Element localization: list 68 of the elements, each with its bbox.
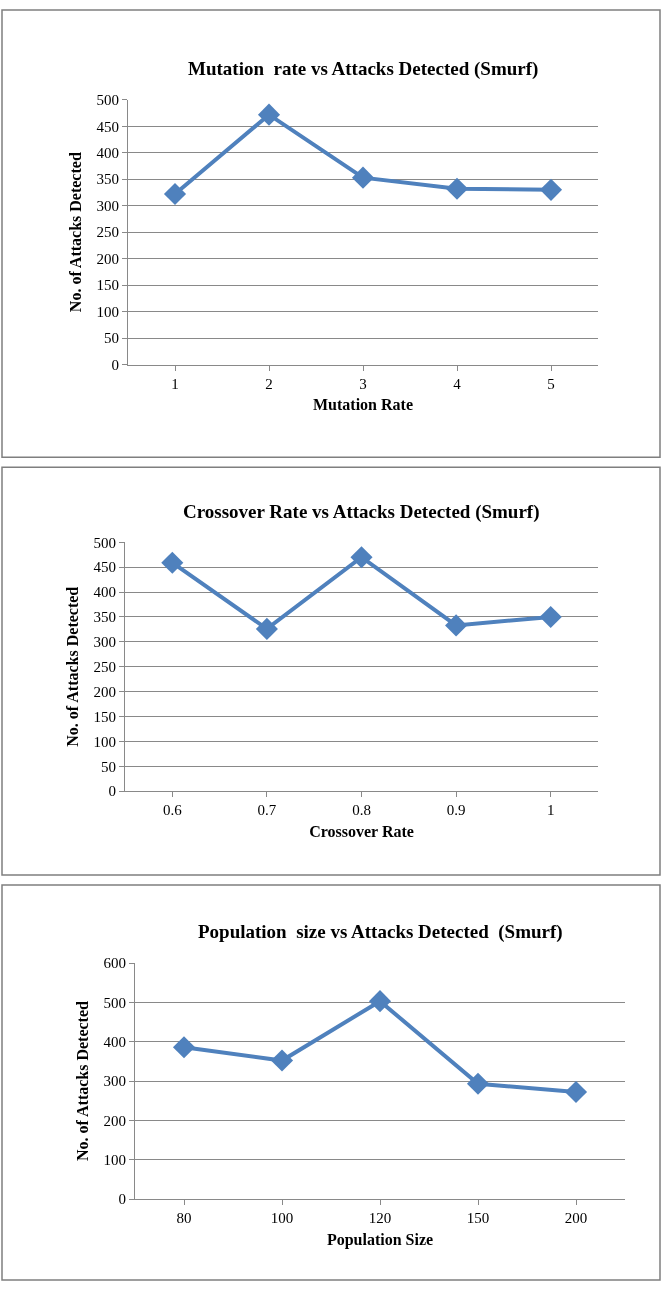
y-tick-label: 600 xyxy=(103,955,126,972)
x-tick-label: 5 xyxy=(547,375,555,392)
y-tick-label: 0 xyxy=(108,783,116,800)
y-tick-label: 500 xyxy=(93,534,116,551)
x-tick-label: 120 xyxy=(368,1210,392,1227)
x-tick-label: 80 xyxy=(176,1210,192,1227)
y-axis-title: No. of Attacks Detected xyxy=(64,586,82,747)
x-tick-label: 200 xyxy=(564,1210,588,1227)
y-tick-label: 400 xyxy=(96,145,119,162)
y-tick-label: 50 xyxy=(101,758,116,775)
y-tick-label: 100 xyxy=(103,1151,126,1168)
y-tick-label: 150 xyxy=(96,277,119,294)
x-tick-label: 3 xyxy=(359,375,367,392)
x-axis-title: Crossover Rate xyxy=(309,822,414,840)
y-axis-title: No. of Attacks Detected xyxy=(74,1000,92,1161)
x-tick-label: 1 xyxy=(171,375,179,392)
point xyxy=(351,166,375,189)
point xyxy=(270,1049,294,1072)
y-tick-label: 150 xyxy=(93,708,116,725)
y-tick-label: 200 xyxy=(93,683,116,700)
y-tick-label: 100 xyxy=(93,733,116,750)
x-tick-label: 2 xyxy=(265,375,273,392)
chart-title: Population size vs Attacks Detected (Smurf) xyxy=(198,921,563,943)
point xyxy=(255,617,278,640)
point xyxy=(161,551,184,574)
x-tick-label: 4 xyxy=(453,375,462,392)
point xyxy=(539,605,562,628)
point xyxy=(257,103,281,126)
point xyxy=(539,178,563,201)
point xyxy=(172,1036,196,1059)
y-tick-label: 300 xyxy=(103,1073,126,1090)
x-tick-label: 1 xyxy=(546,802,555,819)
point xyxy=(350,546,373,569)
point xyxy=(445,177,469,200)
y-tick-label: 250 xyxy=(93,658,116,675)
y-tick-label: 50 xyxy=(104,330,119,347)
x-tick-label: 0.8 xyxy=(352,802,371,819)
y-tick-label: 200 xyxy=(96,250,119,267)
y-tick-label: 0 xyxy=(118,1191,126,1208)
y-axis-title: No. of Attacks Detected xyxy=(67,152,85,313)
y-tick-label: 250 xyxy=(96,224,119,241)
y-tick-label: 500 xyxy=(103,994,126,1011)
y-tick-label: 400 xyxy=(103,1033,126,1050)
x-tick-label: 100 xyxy=(270,1210,294,1227)
point xyxy=(163,183,187,206)
x-axis-title: Mutation Rate xyxy=(313,396,413,414)
x-tick-label: 150 xyxy=(466,1210,490,1227)
x-tick-label: 0.6 xyxy=(162,802,183,819)
y-tick-label: 200 xyxy=(103,1112,126,1129)
y-tick-label: 450 xyxy=(93,559,116,576)
x-tick-label: 0.9 xyxy=(446,802,466,819)
y-tick-label: 400 xyxy=(93,584,116,601)
point xyxy=(466,1072,490,1095)
point xyxy=(445,614,468,637)
x-tick-label: 0.7 xyxy=(257,802,277,819)
y-tick-label: 450 xyxy=(96,118,119,135)
y-tick-label: 100 xyxy=(96,303,119,320)
y-tick-label: 500 xyxy=(96,92,119,109)
point xyxy=(564,1080,588,1104)
y-tick-label: 0 xyxy=(111,356,119,373)
y-tick-label: 300 xyxy=(93,634,116,651)
y-tick-label: 350 xyxy=(93,609,116,626)
chart-title: Crossover Rate vs Attacks Detected (Smurf) xyxy=(183,501,540,523)
chart-title: Mutation rate vs Attacks Detected (Smurf) xyxy=(188,58,539,80)
point xyxy=(368,990,392,1013)
x-axis-title: Population Size xyxy=(326,1230,434,1249)
y-tick-label: 300 xyxy=(96,197,119,214)
y-tick-label: 350 xyxy=(96,171,119,188)
